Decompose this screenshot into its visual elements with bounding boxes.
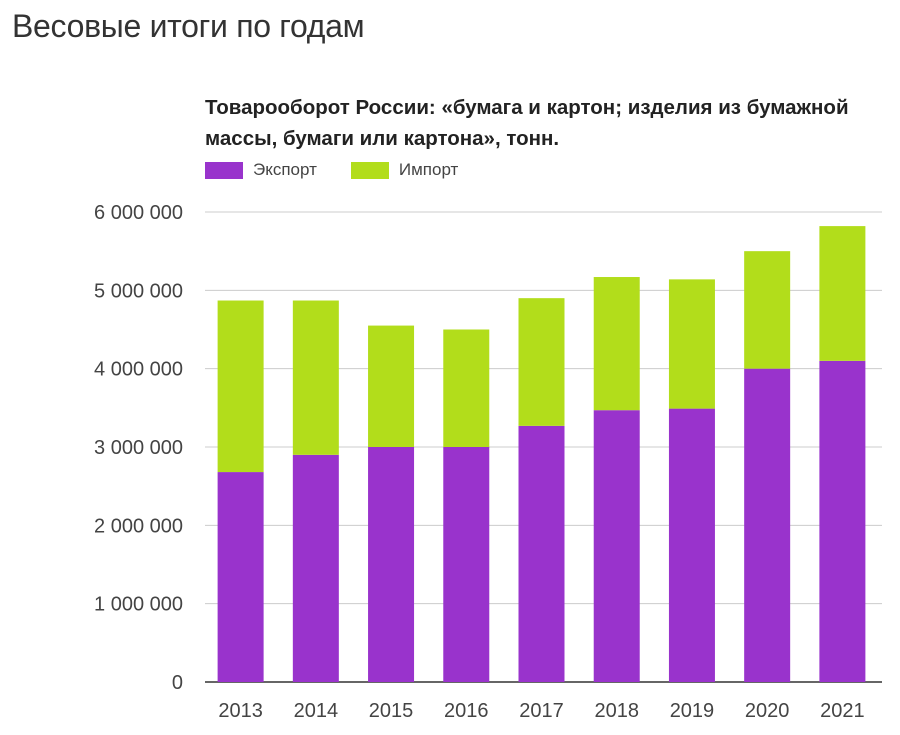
- bar-export[interactable]: [819, 360, 866, 682]
- chart-title: Товарооборот России: «бумага и картон; и…: [205, 96, 849, 150]
- bar-export[interactable]: [292, 454, 339, 682]
- y-tick-label: 3 000 000: [94, 437, 183, 459]
- legend-label-import: Импорт: [398, 160, 459, 179]
- bar-import[interactable]: [292, 300, 339, 455]
- x-tick-label: 2018: [594, 700, 639, 722]
- bar-export[interactable]: [217, 472, 264, 682]
- chart-legend: Экспорт Импорт: [205, 160, 458, 180]
- legend-label-export: Экспорт: [253, 160, 317, 179]
- legend-item-import[interactable]: Импорт: [350, 160, 459, 180]
- x-tick-label: 2013: [218, 700, 263, 722]
- bar-export[interactable]: [368, 447, 415, 682]
- x-tick-label: 2021: [820, 700, 865, 722]
- x-tick-label: 2016: [444, 700, 489, 722]
- bar-import[interactable]: [443, 329, 490, 448]
- x-tick-label: 2019: [670, 700, 715, 722]
- bar-export[interactable]: [744, 368, 791, 682]
- bar-import[interactable]: [744, 251, 791, 369]
- y-tick-label: 4 000 000: [94, 359, 183, 381]
- bar-import[interactable]: [668, 279, 715, 409]
- legend-swatch-import: [350, 161, 389, 179]
- bar-import[interactable]: [593, 277, 640, 411]
- y-tick-label: 0: [172, 672, 183, 694]
- bar-export[interactable]: [443, 447, 490, 682]
- bar-export[interactable]: [518, 425, 565, 682]
- bar-import[interactable]: [518, 298, 565, 426]
- x-tick-label: 2017: [519, 700, 564, 722]
- bar-export[interactable]: [593, 410, 640, 682]
- y-tick-label: 5 000 000: [94, 280, 183, 302]
- x-tick-label: 2020: [745, 700, 790, 722]
- legend-swatch-export: [205, 161, 243, 179]
- x-tick-label: 2014: [294, 700, 339, 722]
- bar-import[interactable]: [368, 325, 415, 447]
- y-tick-label: 1 000 000: [94, 594, 183, 616]
- y-tick-label: 2 000 000: [94, 515, 183, 537]
- x-tick-label: 2015: [369, 700, 414, 722]
- bar-export[interactable]: [668, 408, 715, 682]
- bar-import[interactable]: [819, 226, 866, 361]
- bar-import[interactable]: [217, 300, 264, 473]
- y-tick-label: 6 000 000: [94, 202, 183, 224]
- legend-item-export[interactable]: Экспорт: [205, 160, 317, 180]
- page-title: Весовые итоги по годам: [12, 8, 365, 44]
